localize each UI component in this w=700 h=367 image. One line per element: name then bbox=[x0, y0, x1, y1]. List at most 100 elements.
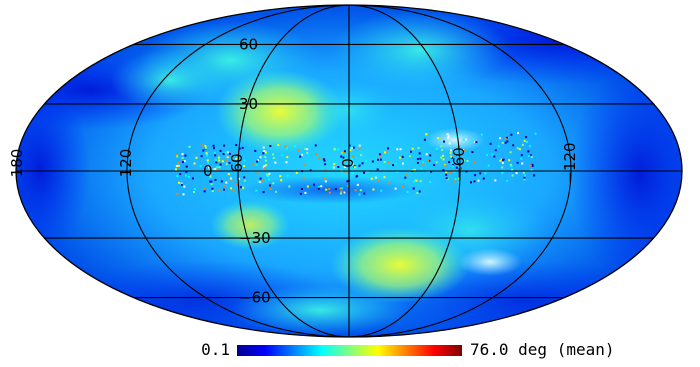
speckle-pixel bbox=[299, 192, 302, 195]
speckle-pixel bbox=[255, 163, 258, 166]
speckle-pixel bbox=[525, 140, 528, 143]
speckle-pixel bbox=[416, 192, 419, 194]
speckle-pixel bbox=[383, 176, 386, 179]
speckle-pixel bbox=[204, 145, 207, 148]
speckle-pixel bbox=[294, 145, 296, 148]
speckle-pixel bbox=[285, 147, 288, 150]
speckle-pixel bbox=[451, 161, 454, 164]
speckle-pixel bbox=[378, 179, 380, 182]
speckle-pixel bbox=[304, 147, 307, 150]
speckle-pixel bbox=[401, 155, 404, 158]
speckle-pixel bbox=[183, 160, 186, 163]
speckle-pixel bbox=[264, 166, 267, 169]
speckle-pixel bbox=[353, 166, 356, 169]
speckle-pixel bbox=[243, 176, 246, 179]
lon-tick-label: −60 bbox=[450, 147, 468, 179]
speckle-pixel bbox=[238, 147, 241, 150]
speckle-pixel bbox=[523, 176, 526, 179]
speckle-pixel bbox=[277, 144, 280, 146]
speckle-pixel bbox=[268, 172, 271, 175]
speckle-pixel bbox=[182, 161, 184, 163]
speckle-pixel bbox=[210, 183, 213, 185]
speckle-noise bbox=[175, 132, 537, 196]
lon-tick-label: 60 bbox=[228, 153, 246, 172]
speckle-pixel bbox=[447, 135, 450, 138]
speckle-pixel bbox=[207, 166, 210, 169]
speckle-pixel bbox=[179, 173, 182, 176]
speckle-pixel bbox=[359, 189, 362, 192]
speckle-pixel bbox=[482, 177, 485, 180]
speckle-pixel bbox=[333, 162, 336, 165]
speckle-pixel bbox=[232, 190, 235, 192]
speckle-pixel bbox=[332, 166, 335, 169]
speckle-pixel bbox=[200, 155, 203, 158]
lon-tick-label: 120 bbox=[117, 149, 135, 178]
speckle-pixel bbox=[360, 154, 363, 157]
speckle-pixel bbox=[517, 132, 519, 135]
speckle-pixel bbox=[226, 151, 229, 154]
speckle-pixel bbox=[175, 168, 177, 171]
speckle-pixel bbox=[470, 181, 472, 184]
speckle-pixel bbox=[401, 185, 404, 188]
speckle-pixel bbox=[180, 183, 183, 186]
speckle-pixel bbox=[268, 178, 270, 181]
speckle-pixel bbox=[420, 167, 423, 170]
speckle-pixel bbox=[209, 175, 212, 178]
speckle-pixel bbox=[219, 163, 222, 166]
speckle-pixel bbox=[188, 175, 190, 178]
speckle-pixel bbox=[220, 180, 223, 183]
speckle-pixel bbox=[340, 192, 342, 195]
speckle-pixel bbox=[324, 168, 327, 171]
speckle-pixel bbox=[243, 179, 246, 182]
speckle-pixel bbox=[422, 161, 425, 164]
speckle-pixel bbox=[280, 179, 283, 182]
speckle-pixel bbox=[205, 152, 208, 155]
speckle-pixel bbox=[409, 155, 411, 158]
speckle-pixel bbox=[387, 182, 390, 185]
speckle-pixel bbox=[425, 153, 428, 156]
speckle-pixel bbox=[176, 154, 178, 157]
speckle-pixel bbox=[365, 159, 367, 162]
speckle-pixel bbox=[494, 149, 497, 152]
speckle-pixel bbox=[449, 149, 452, 152]
speckle-pixel bbox=[192, 177, 194, 180]
speckle-pixel bbox=[358, 147, 361, 150]
speckle-pixel bbox=[380, 154, 382, 157]
speckle-pixel bbox=[399, 156, 402, 159]
speckle-pixel bbox=[279, 175, 282, 177]
lat-tick-label: −60 bbox=[239, 289, 271, 307]
speckle-pixel bbox=[223, 144, 226, 147]
speckle-pixel bbox=[286, 174, 289, 177]
speckle-pixel bbox=[509, 163, 512, 166]
speckle-pixel bbox=[376, 168, 379, 171]
speckle-pixel bbox=[441, 148, 443, 151]
speckle-pixel bbox=[285, 161, 288, 164]
speckle-pixel bbox=[260, 181, 263, 184]
speckle-pixel bbox=[272, 182, 275, 185]
speckle-pixel bbox=[306, 185, 309, 188]
speckle-pixel bbox=[274, 161, 277, 164]
speckle-pixel bbox=[448, 161, 451, 164]
speckle-pixel bbox=[262, 146, 265, 149]
speckle-pixel bbox=[213, 151, 216, 154]
speckle-pixel bbox=[429, 154, 432, 157]
speckle-pixel bbox=[261, 180, 264, 183]
speckle-pixel bbox=[473, 140, 476, 143]
colorbar: 0.1 76.0 deg (mean) bbox=[201, 340, 614, 359]
speckle-pixel bbox=[521, 162, 524, 165]
speckle-pixel bbox=[422, 163, 425, 166]
lon-tick-label: 0 bbox=[339, 158, 357, 168]
speckle-pixel bbox=[299, 155, 302, 158]
speckle-pixel bbox=[301, 153, 304, 156]
speckle-pixel bbox=[454, 178, 457, 180]
speckle-pixel bbox=[223, 188, 226, 191]
speckle-pixel bbox=[356, 183, 359, 186]
speckle-pixel bbox=[516, 161, 519, 164]
speckle-pixel bbox=[185, 165, 188, 168]
speckle-pixel bbox=[195, 156, 198, 159]
graticule-labels: 60 30 −30 −60 0 180 120 60 0 −60 −120 bbox=[8, 35, 579, 306]
speckle-pixel bbox=[212, 168, 215, 171]
speckle-pixel bbox=[265, 173, 268, 176]
speckle-pixel bbox=[454, 180, 456, 183]
